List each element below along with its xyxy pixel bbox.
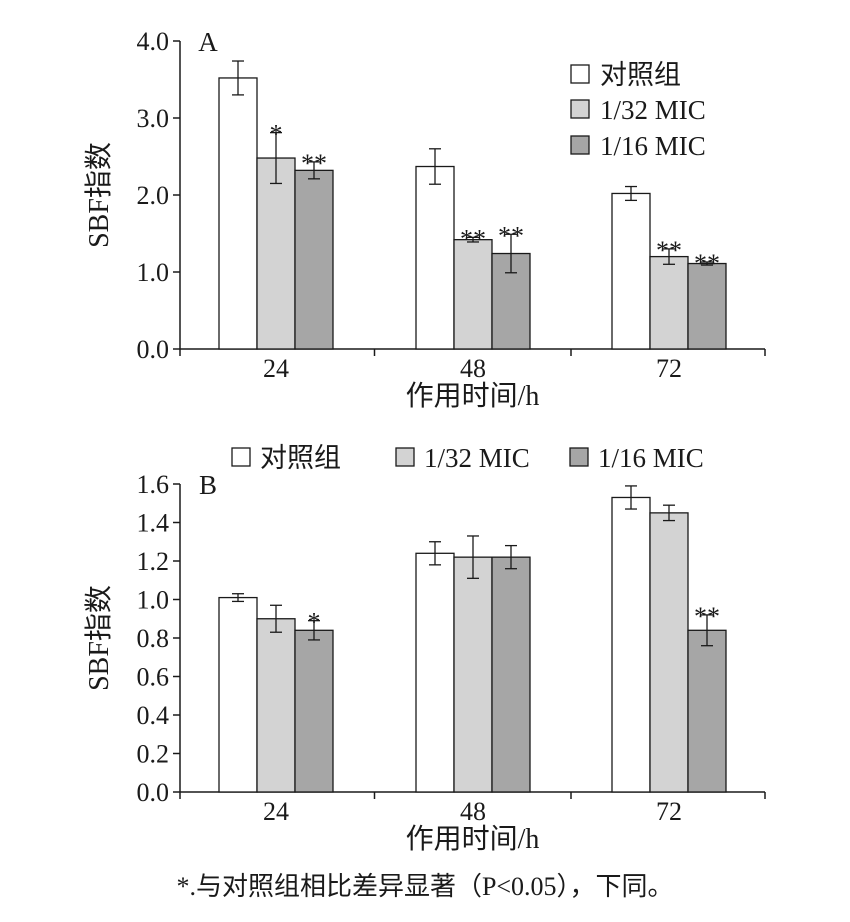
panel-a-y-axis-title: SBF指数 — [83, 142, 115, 248]
panel-b-bar — [687, 629, 727, 793]
panel-a-legend-swatch — [570, 64, 590, 84]
panel-a-bar — [415, 165, 455, 350]
panel-a-significance-mark: ** — [301, 149, 327, 178]
panel-a-bar — [453, 239, 493, 350]
panel-b-y-tick-label: 0.4 — [137, 701, 170, 730]
panel-b-y-tick-label: 0.0 — [137, 778, 170, 807]
panel-b-y-tick-label: 1.6 — [137, 470, 170, 499]
panel-b-y-axis-title: SBF指数 — [83, 585, 115, 691]
panel-a-bar — [687, 262, 727, 350]
panel-a-category-label: 72 — [656, 354, 682, 383]
panel-b-significance-mark: ** — [694, 602, 720, 631]
panel-a-y-tick-label: 3.0 — [137, 104, 170, 133]
panel-a-category-label: 48 — [460, 354, 486, 383]
panel-a-y-tick-label: 0.0 — [137, 335, 170, 364]
panel-a-bar — [294, 169, 334, 350]
panel-b-legend-swatch — [395, 447, 415, 467]
panel-b-bar — [218, 596, 258, 793]
panel-a-legend-label: 1/16 MIC — [600, 131, 706, 161]
panel-a-bar — [649, 255, 689, 350]
panel-b-category-label: 24 — [263, 797, 289, 826]
panel-b-y-tick-label: 0.6 — [137, 663, 170, 692]
panel-a-bar — [218, 77, 258, 350]
panel-a-x-axis-title: 作用时间/h — [406, 380, 540, 412]
panel-a-y-tick-label: 4.0 — [137, 27, 170, 56]
panel-a-significance-mark: ** — [694, 249, 720, 278]
panel-b-y-tick-label: 1.0 — [137, 586, 170, 615]
panel-b-y-tick-label: 1.4 — [137, 509, 170, 538]
panel-b-legend-label: 1/32 MIC — [424, 443, 530, 473]
panel-b-y-tick-label: 0.2 — [137, 740, 170, 769]
panel-b-bar — [453, 556, 493, 793]
panel-b-x-axis-title: 作用时间/h — [406, 823, 540, 855]
panel-a-category-label: 24 — [263, 354, 289, 383]
panel-a-y-tick-label: 2.0 — [137, 181, 170, 210]
panel-a-significance-mark: ** — [460, 224, 486, 253]
panel-b-bar — [649, 512, 689, 793]
panel-b-legend-label: 1/16 MIC — [598, 443, 704, 473]
panel-b-legend-swatch — [231, 447, 251, 467]
panel-a-legend-label: 对照组 — [600, 60, 681, 90]
panel-a-bar — [256, 157, 296, 350]
panel-b-bar — [415, 552, 455, 793]
panel-a-legend-swatch — [570, 99, 590, 119]
footnote: *.与对照组相比差异显著（P<0.05），下同。 — [0, 866, 850, 903]
footnote-text: *.与对照组相比差异显著（P<0.05），下同。 — [176, 872, 674, 901]
panel-a-significance-mark: * — [270, 120, 283, 149]
panel-a-significance-mark: ** — [656, 236, 682, 265]
panel-a-bar — [611, 192, 651, 350]
panel-a-legend-label: 1/32 MIC — [600, 95, 706, 125]
panel-b-legend-label: 对照组 — [260, 443, 341, 473]
panel-b-category-label: 72 — [656, 797, 682, 826]
panel-a-y-tick-label: 1.0 — [137, 258, 170, 287]
panel-b-y-tick-label: 1.2 — [137, 547, 170, 576]
panel-b-significance-mark: * — [308, 608, 321, 637]
panel-a-panel-label: A — [198, 27, 218, 57]
panel-b-bar — [491, 556, 531, 793]
panel-b-bar — [256, 618, 296, 793]
panel-b-y-tick-label: 0.8 — [137, 624, 170, 653]
panel-b-bar — [294, 629, 334, 793]
panel-a-legend-swatch — [570, 135, 590, 155]
panel-b-category-label: 48 — [460, 797, 486, 826]
panel-b-legend-swatch — [569, 447, 589, 467]
panel-b-panel-label: B — [199, 470, 217, 500]
panel-b-bar — [611, 496, 651, 793]
panel-a-significance-mark: ** — [498, 221, 524, 250]
